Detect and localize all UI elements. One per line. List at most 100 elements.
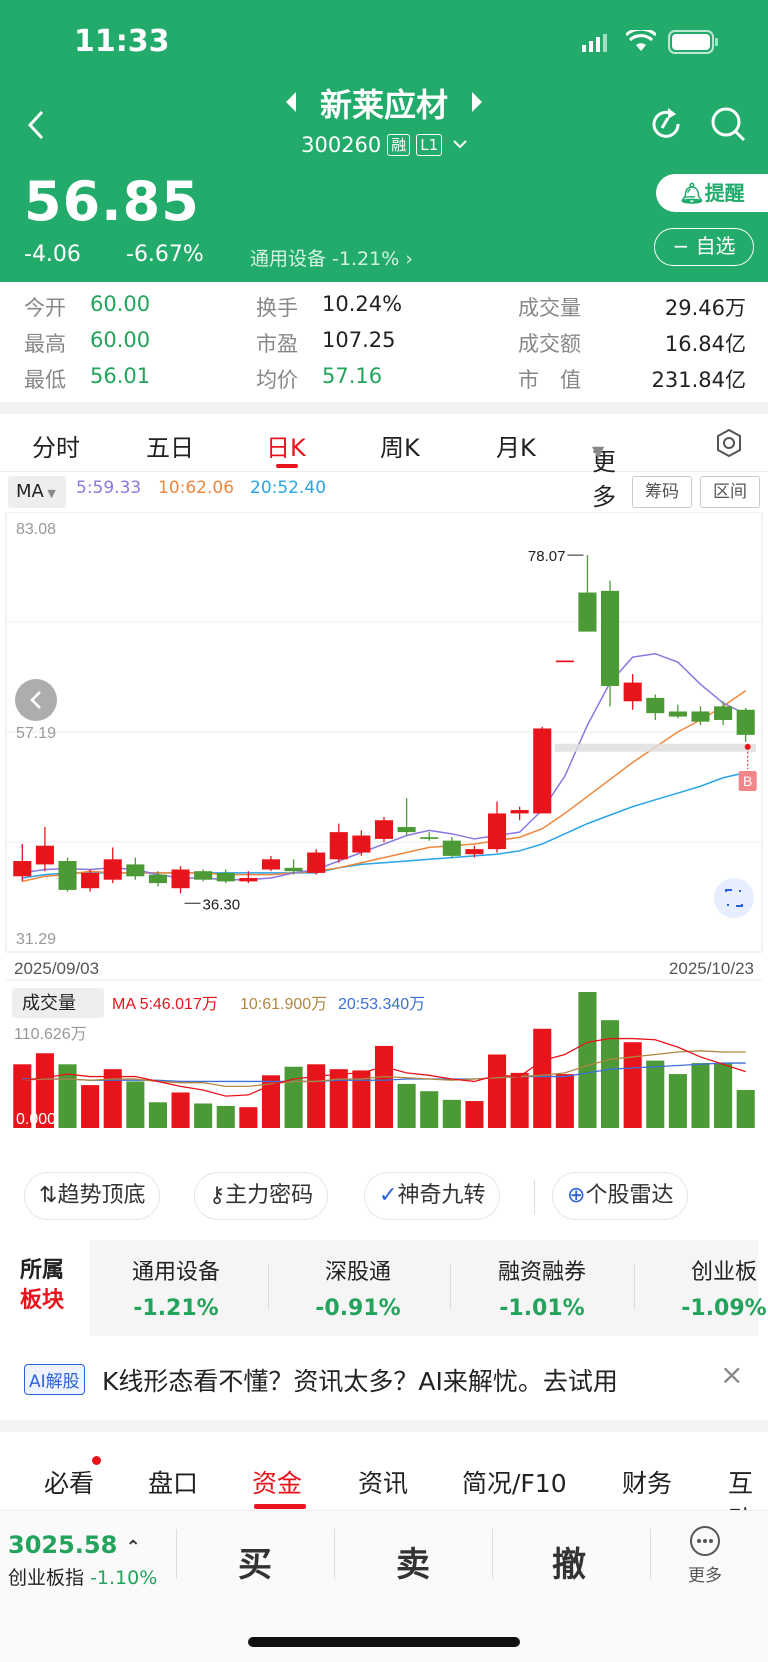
tab-order-book[interactable]: 盘口 <box>148 1469 199 1498</box>
sector-link[interactable]: 通用设备 -1.21% › <box>250 244 413 271</box>
active-tab-indicator <box>254 1504 306 1509</box>
tab-monthly-k[interactable]: 月K <box>496 434 536 462</box>
volume-bar <box>714 1063 733 1128</box>
ma20-value: 20:52.40 <box>250 478 327 498</box>
stat-value: 107.25 <box>322 328 396 352</box>
volume-bar <box>668 1074 687 1128</box>
battery-icon <box>668 30 720 58</box>
tab-profile[interactable]: 简况/F10 <box>462 1469 567 1498</box>
sector-item[interactable]: 深股通 -0.91% <box>278 1254 438 1321</box>
fullscreen-button <box>714 878 754 918</box>
volume-bar <box>58 1064 77 1128</box>
candle-body <box>397 827 416 833</box>
candle-body <box>578 592 597 632</box>
close-icon[interactable]: × <box>720 1358 744 1391</box>
sector-pct: -1.01% <box>499 1296 585 1321</box>
candle-body <box>148 874 167 884</box>
candle-body <box>510 810 529 814</box>
candle-body <box>81 872 100 889</box>
magic-nine-button[interactable]: ✓神奇九转 <box>364 1172 501 1220</box>
stock-code: 300260 融 L1 <box>0 130 768 157</box>
sector-item[interactable]: 融资融券 -1.01% <box>462 1254 622 1321</box>
tab-weekly-k[interactable]: 周K <box>380 434 420 462</box>
tab-finance[interactable]: 财务 <box>622 1469 673 1498</box>
volume-selector <box>12 988 104 1018</box>
stat-label: 市盈 <box>256 332 298 356</box>
tab-daily-k[interactable]: 日K <box>266 434 306 462</box>
home-indicator <box>248 1637 520 1647</box>
volume-bar <box>442 1099 461 1128</box>
tab-intraday[interactable]: 分时 <box>32 434 80 462</box>
volume-bar <box>194 1103 213 1128</box>
stock-radar-button[interactable]: ⊕个股雷达 <box>552 1172 689 1220</box>
stat-value: 60.00 <box>90 328 151 352</box>
chevron-down-icon[interactable] <box>453 130 467 154</box>
stat-label: 最低 <box>24 368 66 392</box>
tab-funds[interactable]: 资金 <box>252 1469 303 1498</box>
candle-body <box>691 711 710 722</box>
max-label: 78.07 <box>528 548 566 565</box>
price-change: -4.06 <box>24 242 81 267</box>
stat-value: 231.84亿 <box>651 368 746 392</box>
settings-icon[interactable] <box>714 428 744 464</box>
y-axis-max: 83.08 <box>16 521 56 538</box>
volume-zero-label: 0.000 <box>16 1111 56 1128</box>
chip-button[interactable]: 筹码 <box>632 476 692 508</box>
candle-body <box>171 869 190 889</box>
sector-pct: -1.09% <box>681 1296 767 1321</box>
active-tab-indicator <box>276 464 298 468</box>
candle-body <box>601 590 620 686</box>
volume-bar <box>239 1107 258 1128</box>
search-icon[interactable] <box>710 106 748 148</box>
cancel-order-button[interactable]: 撤 <box>552 1545 586 1585</box>
divider <box>176 1529 177 1579</box>
key-icon: ⚷ <box>209 1183 226 1208</box>
ai-banner[interactable]: AI解股 K线形态看不懂？资讯太多？AI来解忧。去试用 × <box>0 1340 768 1420</box>
kline-chart[interactable]: 83.08 57.19 31.29 2025/09/03 2025/10/23 78.07… <box>0 512 768 1152</box>
buy-marker-dot <box>744 743 751 750</box>
remind-button[interactable]: 🔔︎提醒 <box>656 174 768 212</box>
main-force-code-button[interactable]: ⚷主力密码 <box>194 1172 329 1220</box>
level-tag: L1 <box>416 134 443 156</box>
volume-bar <box>487 1054 507 1128</box>
volume-bar <box>397 1083 416 1128</box>
volume-max-label: 110.626万 <box>14 1026 87 1043</box>
candle-body <box>261 859 281 870</box>
divider <box>0 402 768 414</box>
sector-item[interactable]: 通用设备 -1.21% <box>96 1254 256 1321</box>
volume-bar <box>533 1028 552 1128</box>
add-watchlist-button[interactable]: − 自选 <box>654 228 754 266</box>
sector-title: 所属 板块 <box>20 1258 65 1313</box>
sell-button[interactable]: 卖 <box>396 1545 430 1585</box>
trend-top-bottom-button[interactable]: ⇅趋势顶底 <box>24 1172 161 1220</box>
sector-item[interactable]: 创业板 -1.09% <box>644 1254 768 1321</box>
caret-up-icon: ⌃ <box>125 1537 141 1558</box>
tab-five-day[interactable]: 五日 <box>146 434 194 462</box>
range-button[interactable]: 区间 <box>700 476 760 508</box>
prev-stock-icon[interactable] <box>284 92 298 116</box>
volume-bar <box>284 1066 303 1128</box>
stat-value: 56.01 <box>90 364 151 388</box>
volume-bar <box>35 1053 54 1128</box>
candle-body <box>329 832 348 860</box>
index-widget[interactable]: 3025.58 ⌃ 创业板指 -1.10% <box>8 1531 157 1590</box>
tab-must-see[interactable]: 必看 <box>44 1469 95 1498</box>
ma5-value: 5:59.33 <box>76 478 142 498</box>
next-stock-icon[interactable] <box>470 92 484 116</box>
tab-news[interactable]: 资讯 <box>358 1469 409 1498</box>
sector-link-text: 通用设备 -1.21% <box>250 248 400 270</box>
stat-label: 成交额 <box>518 332 581 356</box>
buy-button[interactable]: 买 <box>238 1545 272 1585</box>
more-button[interactable]: 更多 <box>688 1525 722 1586</box>
stock-header: 11:33 新莱应材 300260 融 L1 56.85 -4.06 -6.67% … <box>0 0 768 282</box>
volume-bar <box>691 1063 710 1128</box>
refresh-icon[interactable] <box>648 106 684 146</box>
divider <box>634 1264 635 1310</box>
index-value: 3025.58 <box>8 1531 118 1559</box>
stat-label: 均价 <box>256 368 298 392</box>
ai-badge: AI解股 <box>24 1364 85 1395</box>
back-icon[interactable] <box>24 108 48 146</box>
ma-selector[interactable]: MA ▼ <box>8 476 66 508</box>
notification-dot <box>92 1456 101 1465</box>
volume-bar <box>420 1091 439 1128</box>
